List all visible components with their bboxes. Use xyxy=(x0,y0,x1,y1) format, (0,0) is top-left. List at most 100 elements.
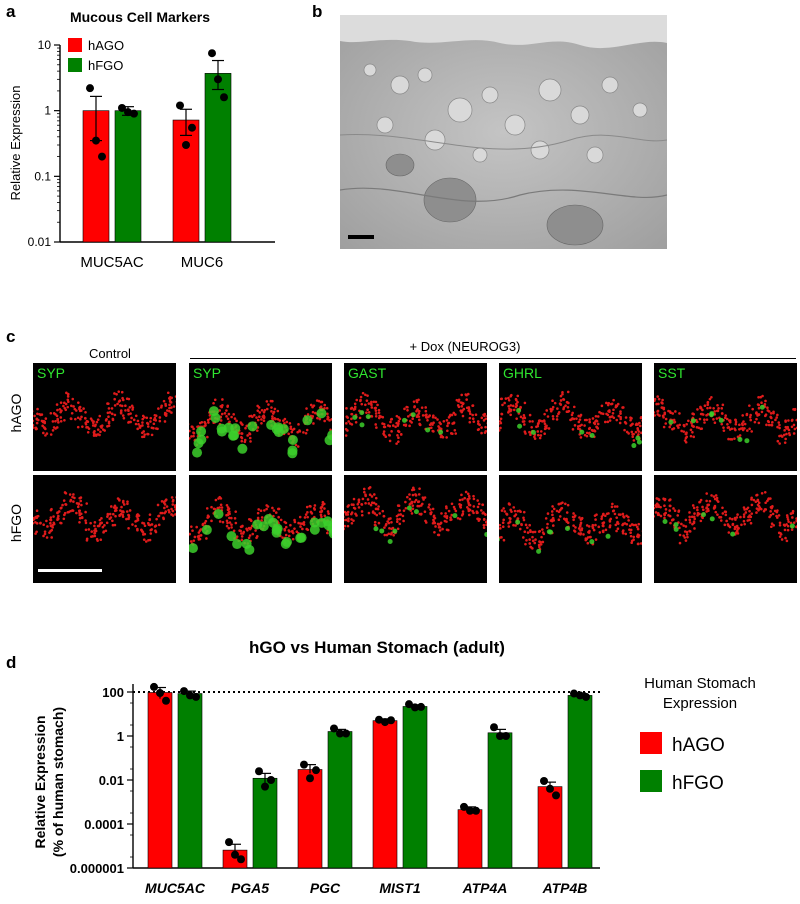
nucleus-dot xyxy=(514,397,518,401)
chart-d-data-point xyxy=(336,729,344,738)
nucleus-dot xyxy=(767,420,771,424)
nucleus-dot xyxy=(522,413,526,417)
nucleus-dot xyxy=(55,414,59,418)
nucleus-dot xyxy=(50,528,54,532)
nucleus-dot xyxy=(316,416,319,420)
nucleus-dot xyxy=(80,503,83,507)
nucleus-dot xyxy=(459,506,463,509)
nucleus-dot xyxy=(299,525,302,528)
nucleus-dot xyxy=(344,524,347,528)
nucleus-dot xyxy=(350,518,353,521)
nucleus-dot xyxy=(306,511,309,514)
nucleus-dot xyxy=(157,523,161,527)
nucleus-dot xyxy=(218,520,222,523)
marker-signal xyxy=(266,419,277,430)
nucleus-dot xyxy=(444,505,448,508)
nucleus-dot xyxy=(78,509,81,512)
marker-signal xyxy=(216,426,227,437)
nucleus-dot xyxy=(668,499,671,502)
nucleus-dot xyxy=(654,511,658,514)
nucleus-dot xyxy=(210,505,213,509)
nucleus-dot xyxy=(742,420,745,423)
nucleus-dot xyxy=(192,431,196,435)
nucleus-dot xyxy=(750,430,753,433)
marker-signal xyxy=(316,517,327,528)
nucleus-dot xyxy=(295,530,299,534)
nucleus-dot xyxy=(682,430,686,433)
nucleus-dot xyxy=(191,529,194,532)
marker-signal xyxy=(662,518,668,524)
nucleus-dot xyxy=(564,404,567,407)
nucleus-dot xyxy=(472,497,476,501)
nucleus-dot xyxy=(113,397,116,401)
row-label-hfgo: hFGO xyxy=(8,503,24,543)
nucleus-dot xyxy=(33,414,36,418)
nucleus-dot xyxy=(776,413,779,417)
marker-signal xyxy=(631,443,637,449)
nucleus-dot xyxy=(783,429,786,432)
nucleus-dot xyxy=(384,435,388,439)
nucleus-dot xyxy=(718,515,721,519)
nucleus-dot xyxy=(588,420,591,424)
scale-bar xyxy=(348,235,374,239)
nucleus-dot xyxy=(587,427,591,431)
nucleus-dot xyxy=(304,513,308,516)
nucleus-dot xyxy=(410,421,413,424)
panel-c-letter: c xyxy=(6,327,16,346)
nucleus-dot xyxy=(758,506,762,509)
chart-d-category-label: MIST1 xyxy=(379,880,420,896)
nucleus-dot xyxy=(77,401,80,404)
chart-d-ytick-label: 1 xyxy=(117,729,124,744)
nucleus-dot xyxy=(624,532,628,536)
nucleus-dot xyxy=(457,400,460,403)
nucleus-dot xyxy=(508,516,511,520)
marker-signal xyxy=(273,427,284,438)
nucleus-dot xyxy=(269,399,273,403)
nucleus-dot xyxy=(401,514,405,518)
nucleus-dot xyxy=(364,493,367,497)
nucleus-dot xyxy=(100,517,103,520)
nucleus-dot xyxy=(720,422,724,426)
nucleus-dot xyxy=(484,513,487,516)
nucleus-dot xyxy=(688,515,691,519)
nucleus-dot xyxy=(288,530,291,533)
nucleus-dot xyxy=(166,409,169,412)
nucleus-dot xyxy=(418,504,421,508)
chart-d-data-point xyxy=(552,791,560,800)
nucleus-dot xyxy=(528,420,532,423)
nucleus-dot xyxy=(784,425,788,429)
nucleus-dot xyxy=(413,500,416,504)
nucleus-dot xyxy=(240,535,244,538)
nucleus-dot xyxy=(468,503,471,507)
nucleus-dot xyxy=(219,419,223,422)
nucleus-dot xyxy=(113,392,116,395)
nucleus-dot xyxy=(396,433,399,437)
nucleus-dot xyxy=(248,527,252,531)
nucleus-dot xyxy=(344,513,348,516)
nucleus-dot xyxy=(637,430,641,433)
nucleus-dot xyxy=(206,418,210,422)
nucleus-dot xyxy=(429,512,433,516)
nucleus-dot xyxy=(256,418,260,422)
nucleus-dot xyxy=(203,521,207,525)
nucleus-dot xyxy=(727,531,731,534)
nucleus-dot xyxy=(726,523,730,526)
nucleus-dot xyxy=(84,510,87,514)
nucleus-dot xyxy=(125,517,128,521)
nucleus-dot xyxy=(757,406,761,410)
nucleus-dot xyxy=(302,520,306,524)
nucleus-dot xyxy=(131,406,135,409)
nucleus-dot xyxy=(93,534,97,538)
nucleus-dot xyxy=(785,514,789,517)
nucleus-dot xyxy=(775,510,779,514)
chart-a-legend-swatch xyxy=(68,38,82,52)
nucleus-dot xyxy=(319,405,323,409)
nucleus-dot xyxy=(374,406,378,410)
nucleus-dot xyxy=(516,509,520,513)
marker-signal xyxy=(701,512,707,518)
nucleus-dot xyxy=(366,408,369,412)
chart-d-data-point xyxy=(186,691,194,700)
nucleus-dot xyxy=(33,521,35,525)
nucleus-dot xyxy=(52,522,56,526)
nucleus-dot xyxy=(499,426,502,430)
